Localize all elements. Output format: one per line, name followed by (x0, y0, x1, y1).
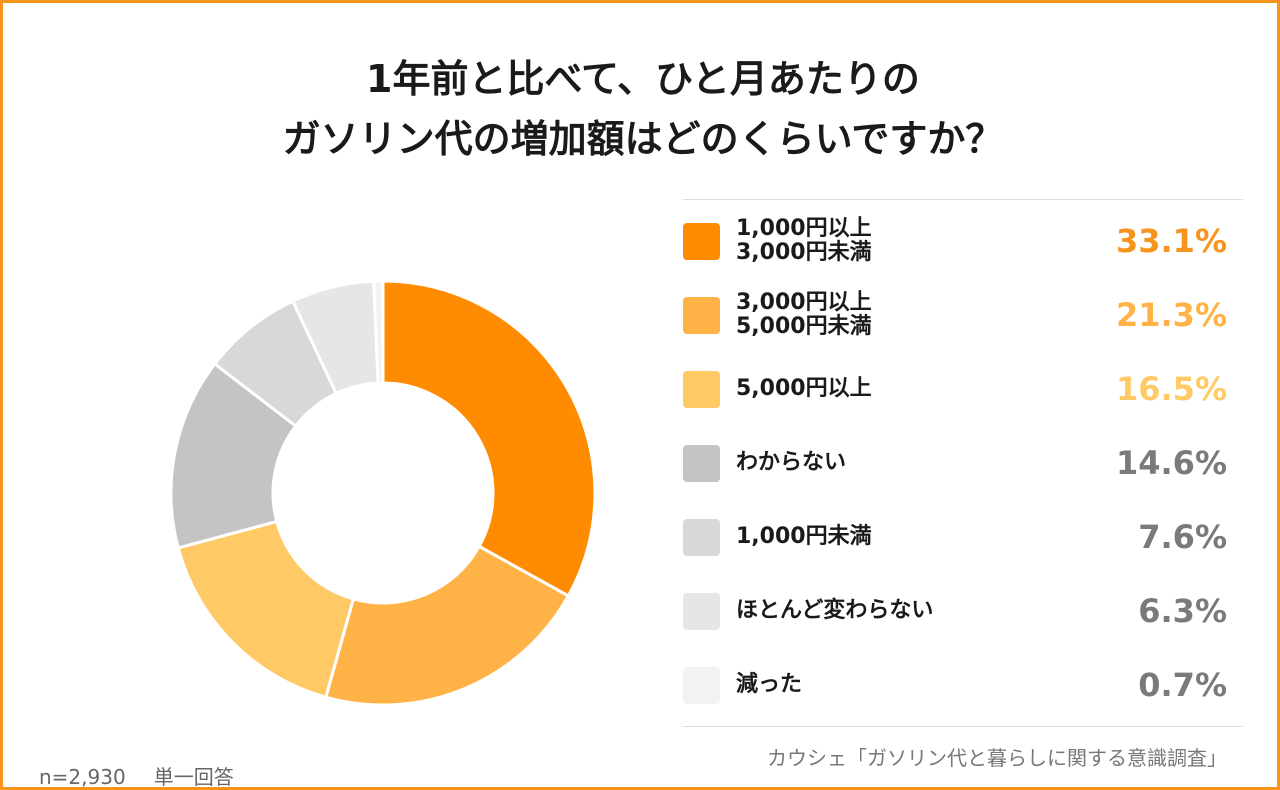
title-line-2: ガソリン代の増加額はどのくらいですか？ (282, 117, 1004, 161)
legend-swatch (683, 666, 720, 704)
legend-label: 5,000円以上 (736, 377, 1056, 401)
legend-label: 1,000円以上 3,000円未満 (736, 217, 1056, 265)
legend-label-line: 1,000円以上 (736, 216, 872, 241)
legend-row: 減った 0.7% (683, 648, 1243, 722)
donut-slice (372, 279, 385, 385)
legend-row: 5,000円以上 16.5% (683, 352, 1243, 426)
legend-row: 3,000円以上 5,000円未満 21.3% (683, 278, 1243, 352)
legend-label-line: 1,000円未満 (736, 524, 872, 549)
legend-label: 3,000円以上 5,000円未満 (736, 291, 1056, 339)
legend-row: ほとんど変わらない 6.3% (683, 574, 1243, 648)
legend-swatch (683, 592, 720, 630)
donut-slice (381, 279, 597, 598)
legend-label-line: 3,000円未満 (736, 240, 872, 265)
donut-slice (169, 361, 298, 550)
legend-label-line: 減った (736, 672, 803, 697)
sample-size: n=2,930 (39, 765, 126, 789)
answer-type: 単一回答 (153, 765, 234, 789)
legend-label-line: 5,000円以上 (736, 376, 872, 401)
legend-label: わからない (736, 451, 1056, 475)
legend-value: 7.6% (1138, 518, 1227, 556)
sample-note: n=2,930 単一回答 (39, 761, 234, 790)
legend-swatch (683, 222, 720, 260)
legend: 1,000円以上 3,000円未満 33.1% 3,000円以上 5,000円未満 21.… (683, 199, 1243, 727)
legend-value: 33.1% (1115, 222, 1227, 260)
legend-label-line: ほとんど変わらない (736, 598, 934, 623)
legend-swatch (683, 370, 720, 408)
legend-row: わからない 14.6% (683, 426, 1243, 500)
legend-label-line: 3,000円以上 (736, 290, 872, 315)
donut-slice (323, 544, 571, 707)
legend-label: ほとんど変わらない (736, 599, 1056, 623)
legend-value: 0.7% (1138, 666, 1227, 704)
title-line-1: 1年前と比べて、ひと月あたりの (366, 57, 920, 101)
legend-label-line: 5,000円未満 (736, 314, 872, 339)
donut-chart (169, 279, 597, 707)
legend-row: 1,000円以上 3,000円未満 33.1% (683, 204, 1243, 278)
chart-title: 1年前と比べて、ひと月あたりの ガソリン代の増加額はどのくらいですか？ (3, 49, 1280, 169)
legend-row: 1,000円未満 7.6% (683, 500, 1243, 574)
legend-swatch (683, 518, 720, 556)
legend-value: 21.3% (1115, 296, 1227, 334)
legend-swatch (683, 444, 720, 482)
legend-label: 1,000円未満 (736, 525, 1056, 549)
legend-value: 16.5% (1115, 370, 1227, 408)
legend-label-line: わからない (736, 450, 847, 475)
legend-value: 14.6% (1115, 444, 1227, 482)
legend-label: 減った (736, 673, 1056, 697)
source-note: カウシェ「ガソリン代と暮らしに関する意識調査」 (767, 746, 1227, 770)
legend-swatch (683, 296, 720, 334)
legend-value: 6.3% (1138, 592, 1227, 630)
donut-slice (176, 519, 356, 699)
